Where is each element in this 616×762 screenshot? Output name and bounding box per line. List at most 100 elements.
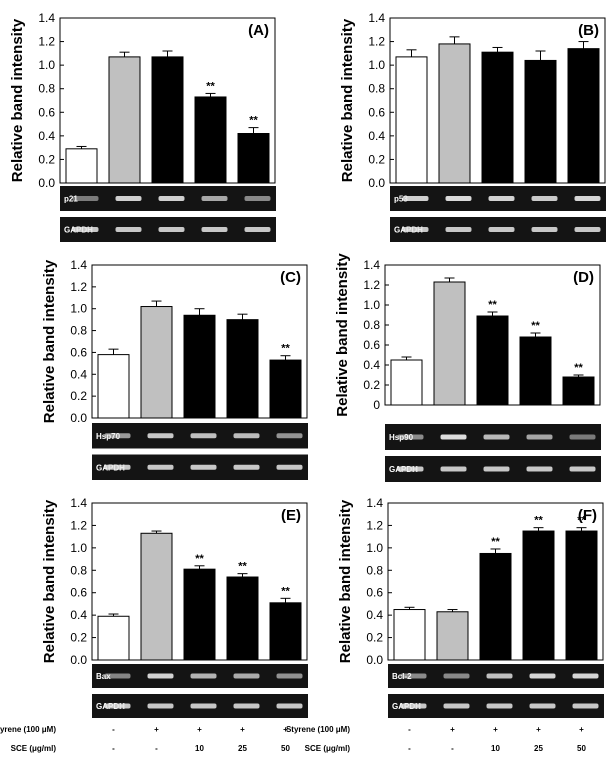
significance-marker: ** (577, 515, 586, 527)
condition-value: - (155, 744, 158, 753)
y-axis-label: Relative band intensity (334, 253, 351, 417)
chart-panel-f: 0.0 0.2 0.4 0.6 0.8 1.0 1.2 1.4 Relative band in… (337, 496, 604, 718)
condition-label: SCE (μg/ml) (305, 744, 351, 753)
chart-panel-b: 0.0 0.2 0.4 0.6 0.8 1.0 1.2 1.4 Relative band in… (339, 11, 606, 242)
bar (481, 51, 514, 184)
gel-band (190, 433, 217, 439)
y-tick-label: 1.2 (70, 280, 87, 294)
gel-band (486, 703, 513, 709)
gel-band (201, 196, 228, 201)
gel-band (569, 466, 596, 472)
gel-band (104, 703, 131, 709)
gel-band (531, 196, 558, 201)
panel-label: (D) (573, 269, 594, 286)
significance-marker: ** (491, 536, 500, 548)
gel-band (147, 433, 174, 439)
gel-band (526, 434, 553, 440)
chart-panel-a: 0.0 0.2 0.4 0.6 0.8 1.0 1.2 1.4 Relative band in… (9, 11, 276, 242)
y-tick-label: 0.8 (368, 82, 385, 96)
condition-value: + (493, 725, 498, 734)
condition-value: 10 (491, 744, 500, 753)
gel-band (531, 227, 558, 232)
condition-value: - (408, 744, 411, 753)
condition-label: Styrene (100 μM) (286, 725, 350, 734)
gel-band (276, 703, 303, 709)
y-tick-label: 1.0 (366, 541, 383, 555)
condition-label: Styrene (100 μM) (0, 725, 56, 734)
chart-panel-c: 0.0 0.2 0.4 0.6 0.8 1.0 1.2 1.4 Relative band in… (41, 258, 308, 480)
gel-label: p53 (394, 195, 408, 204)
y-tick-label: 0.0 (38, 176, 55, 190)
bar (237, 133, 270, 184)
gel-band (445, 227, 472, 232)
condition-value: - (112, 744, 115, 753)
y-tick-label: 0.2 (366, 631, 383, 645)
bar (436, 611, 469, 661)
y-tick-label: 0.0 (70, 411, 87, 425)
bar (151, 56, 184, 184)
gel-band (443, 703, 470, 709)
condition-value: - (451, 744, 454, 753)
y-tick-label: 0.6 (368, 105, 385, 119)
gel-band (190, 673, 217, 679)
gel-band (400, 673, 427, 679)
y-tick-label: 0.4 (366, 608, 383, 622)
gel-band (158, 227, 185, 232)
condition-value: + (579, 725, 584, 734)
gel-band (233, 703, 260, 709)
gel-band (529, 703, 556, 709)
bar (269, 359, 302, 419)
gel-band (233, 673, 260, 679)
gel-band (402, 196, 429, 201)
condition-table: Styrene (100 μM) - + + + + SCE (μg/ml) - - 10 25 50… (0, 725, 586, 753)
y-tick-label: 1.2 (70, 518, 87, 532)
gel-band (147, 703, 174, 709)
gel-band (147, 673, 174, 679)
y-tick-label: 0.4 (368, 129, 385, 143)
significance-marker: ** (195, 553, 204, 565)
gel-band (440, 434, 467, 440)
bar (97, 354, 130, 419)
bar (390, 359, 423, 406)
y-tick-label: 0.6 (363, 338, 380, 352)
y-tick-label: 0.6 (70, 345, 87, 359)
y-axis-label: Relative band intensity (337, 499, 354, 663)
gel-band (440, 466, 467, 472)
y-tick-label: 0.6 (70, 586, 87, 600)
chart-panel-e: 0.0 0.2 0.4 0.6 0.8 1.0 1.2 1.4 Relative band in… (41, 496, 308, 718)
y-tick-label: 0.2 (70, 389, 87, 403)
gel-band (233, 464, 260, 470)
condition-value: + (283, 725, 288, 734)
y-axis-label: Relative band intensity (9, 18, 26, 182)
bar (565, 530, 598, 661)
panel-label: (A) (248, 22, 269, 39)
y-tick-label: 0.0 (368, 176, 385, 190)
y-tick-label: 1.0 (70, 541, 87, 555)
y-tick-label: 1.2 (363, 278, 380, 292)
gel-band (233, 433, 260, 439)
gel-band (443, 673, 470, 679)
gel-band (201, 227, 228, 232)
gel-band (72, 196, 99, 201)
condition-label: SCE (μg/ml) (11, 744, 57, 753)
y-tick-label: 0.6 (38, 105, 55, 119)
chart-panel-d: 0 0.2 0.4 0.6 0.8 1.0 1.2 1.4 Relative band inte… (334, 253, 601, 482)
y-axis-label: Relative band intensity (41, 499, 58, 663)
bar (140, 306, 173, 419)
y-tick-label: 0.4 (363, 358, 380, 372)
gel-band (574, 227, 601, 232)
bar (226, 576, 259, 661)
y-tick-label: 0.4 (70, 608, 87, 622)
gel-band (445, 196, 472, 201)
gel-band (402, 227, 429, 232)
gel-band (574, 196, 601, 201)
significance-marker: ** (206, 80, 215, 92)
significance-marker: ** (488, 299, 497, 311)
gel-band (115, 227, 142, 232)
y-tick-label: 1.4 (70, 496, 87, 510)
y-tick-label: 1.2 (366, 518, 383, 532)
bar (522, 530, 555, 661)
y-tick-label: 0.8 (70, 324, 87, 338)
condition-value: - (408, 725, 411, 734)
y-tick-label: 1.2 (368, 35, 385, 49)
